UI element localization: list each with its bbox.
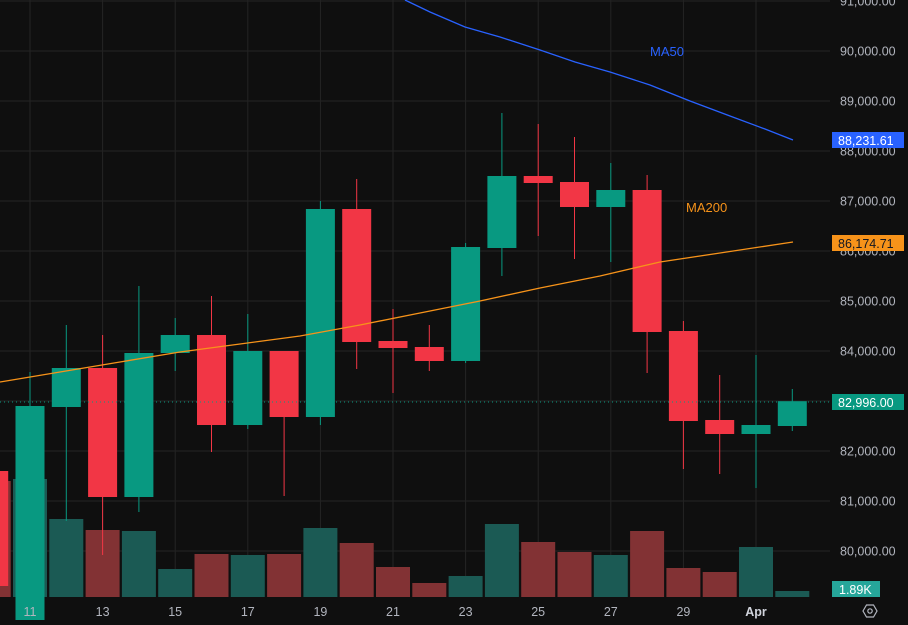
volume-bar: [412, 583, 447, 597]
last-price-badge: 82,996.00: [832, 394, 904, 410]
candle[interactable]: [269, 351, 299, 496]
candle[interactable]: [15, 372, 45, 625]
candle[interactable]: [88, 335, 118, 555]
ma200-label: MA200: [686, 200, 727, 215]
volume-bar: [484, 524, 519, 597]
time-tick-label: 27: [604, 605, 618, 619]
candle[interactable]: [487, 113, 517, 276]
candle[interactable]: [777, 389, 807, 431]
price-tick-label: 84,000.00: [840, 345, 896, 359]
time-tick-label: 25: [531, 605, 545, 619]
candle[interactable]: [378, 309, 408, 393]
volume-bar: [630, 531, 665, 597]
price-tick-label: 81,000.00: [840, 495, 896, 509]
candle[interactable]: [741, 355, 771, 488]
price-tick-label: 89,000.00: [840, 95, 896, 109]
volume-bar: [121, 531, 156, 597]
volume-bar: [267, 554, 302, 597]
volume-bar: [448, 576, 483, 597]
volume-bar: [158, 569, 193, 597]
svg-text:1.89K: 1.89K: [839, 583, 872, 597]
candle[interactable]: [668, 321, 698, 469]
candle[interactable]: [51, 325, 81, 521]
volume-bars: [0, 479, 810, 597]
time-tick-label: Apr: [745, 605, 767, 619]
volume-bar: [49, 519, 84, 597]
volume-bar: [775, 591, 810, 597]
volume-bar: [230, 555, 265, 597]
time-tick-label: 19: [313, 605, 327, 619]
price-tick-label: 90,000.00: [840, 45, 896, 59]
volume-bar: [666, 568, 701, 597]
price-tick-label: 82,000.00: [840, 445, 896, 459]
moving-averages: [0, 0, 794, 383]
time-tick-label: 17: [241, 605, 255, 619]
ma50-value-badge: 88,231.61: [832, 132, 904, 148]
candle[interactable]: [197, 296, 226, 452]
volume-bar: [702, 572, 737, 597]
ma50-line: [404, 0, 794, 141]
candle[interactable]: [560, 137, 589, 259]
ma50-label: MA50: [650, 44, 684, 59]
svg-text:86,174.71: 86,174.71: [838, 237, 894, 251]
volume-bar: [521, 542, 556, 597]
candle[interactable]: [124, 286, 154, 512]
svg-text:82,996.00: 82,996.00: [838, 396, 894, 410]
price-tick-label: 80,000.00: [840, 545, 896, 559]
time-tick-label: 11: [24, 605, 37, 619]
svg-text:88,231.61: 88,231.61: [838, 134, 894, 148]
volume-bar: [739, 547, 773, 597]
volume-bar: [376, 567, 410, 597]
volume-bar: [339, 543, 374, 597]
time-tick-label: 29: [676, 605, 690, 619]
settings-hexagon-icon[interactable]: [862, 604, 878, 618]
candle[interactable]: [705, 375, 735, 474]
candle[interactable]: [160, 318, 190, 371]
volume-bar: [557, 552, 592, 597]
price-axis[interactable]: 91,000.0090,000.0089,000.0088,000.0087,0…: [840, 0, 896, 559]
candles: [0, 113, 807, 625]
candle[interactable]: [305, 201, 335, 425]
price-tick-label: 87,000.00: [840, 195, 896, 209]
volume-bar: [303, 528, 338, 597]
time-tick-label: 21: [386, 605, 400, 619]
time-axis[interactable]: 11 13 15 17 19 21 23 25 27 29 Apr: [24, 605, 767, 619]
candle[interactable]: [632, 175, 662, 373]
candle[interactable]: [233, 314, 263, 429]
time-tick-label: 15: [168, 605, 182, 619]
time-tick-label: 23: [459, 605, 473, 619]
ma200-value-badge: 86,174.71: [832, 235, 904, 251]
volume-value-badge: 1.89K: [832, 581, 880, 597]
volume-bar: [194, 554, 229, 597]
candle[interactable]: [342, 179, 372, 369]
candle[interactable]: [596, 163, 626, 262]
candle[interactable]: [0, 471, 9, 606]
ma200-line: [0, 241, 794, 383]
price-tick-label: 85,000.00: [840, 295, 896, 309]
candle[interactable]: [451, 243, 481, 363]
candle[interactable]: [523, 124, 553, 236]
price-tick-label: 91,000.00: [840, 0, 896, 9]
grid-lines: [0, 0, 830, 597]
time-tick-label: 13: [96, 605, 110, 619]
candle[interactable]: [414, 325, 444, 371]
volume-bar: [593, 555, 628, 597]
